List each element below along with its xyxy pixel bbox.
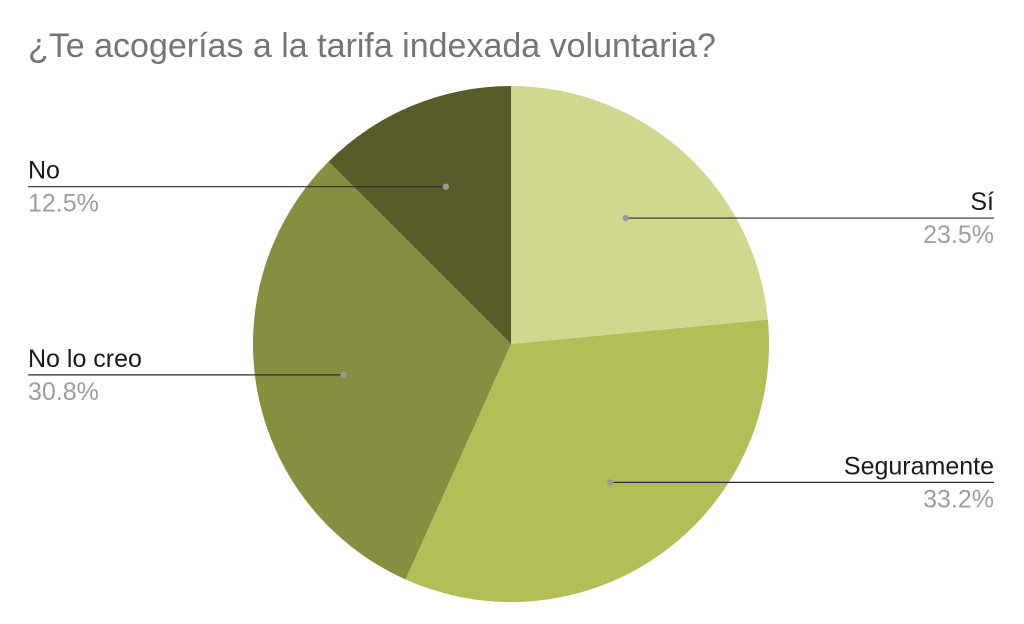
leader-dot-no-lo-creo <box>340 371 347 379</box>
leader-dot-no <box>442 183 450 190</box>
slice-label-si: Sí <box>970 188 994 216</box>
slice-label-no-lo-creo: No lo creo <box>28 345 142 373</box>
slice-percent-no: 12.5% <box>28 190 99 218</box>
chart-title: ¿Te acogerías a la tarifa indexada volun… <box>28 27 716 65</box>
pie-slice-seguramente <box>405 319 769 602</box>
slice-labels: Sí 23.5% Seguramente 33.2% No lo creo 30.8% No… <box>28 157 994 514</box>
slice-percent-seguramente: 33.2% <box>923 485 994 513</box>
slice-label-no: No <box>28 157 60 185</box>
slice-leaders <box>28 183 994 486</box>
pie-slice-no-lo-creo <box>253 161 512 580</box>
leader-dot-seguramente <box>607 479 614 486</box>
slice-label-seguramente: Seguramente <box>844 452 994 480</box>
pie-slice-no <box>328 86 511 344</box>
pie-slice-si <box>511 86 768 344</box>
leader-dot-si <box>622 214 629 222</box>
pie-slices <box>253 86 769 602</box>
slice-percent-si: 23.5% <box>923 221 994 249</box>
slice-percent-no-lo-creo: 30.8% <box>28 378 99 406</box>
